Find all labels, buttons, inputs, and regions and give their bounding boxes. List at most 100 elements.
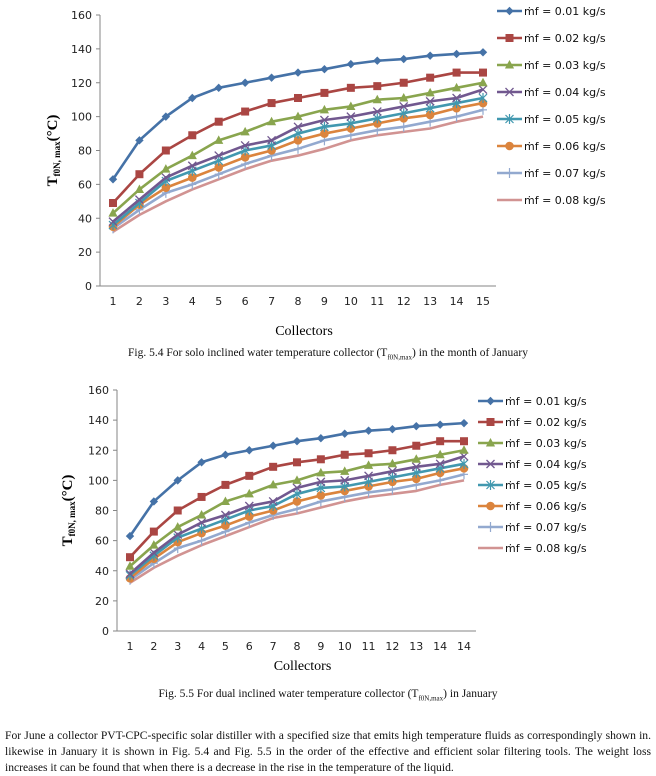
data-point [316,491,326,500]
data-point [240,152,250,162]
legend-marker [486,501,495,511]
y-tick-label: 0 [85,280,92,293]
data-point [320,121,329,132]
x-tick-label: 3 [174,640,181,653]
data-point [241,107,250,116]
legend-item: ṁf = 0.03 kg/s [478,437,587,450]
data-point [411,462,421,472]
data-point [135,170,144,179]
legend-marker [486,522,495,532]
data-point [373,82,382,91]
caption-text: Fig. 5.4 For solo inclined water tempera… [128,347,388,359]
x-tick-label: 8 [294,640,301,653]
legend-label: ṁf = 0.03 kg/s [524,59,606,72]
data-point [161,112,171,121]
data-point [161,164,171,173]
legend-label: ṁf = 0.08 kg/s [524,194,606,207]
data-point [363,460,374,469]
x-tick-label: 14 [457,640,471,653]
data-point [373,56,382,65]
data-point [108,208,118,217]
data-point [196,510,207,519]
x-tick-label: 14 [450,295,464,308]
legend-label: ṁf = 0.02 kg/s [524,32,606,45]
legend-item: ṁf = 0.08 kg/s [478,542,587,555]
x-tick-label: 12 [397,295,411,308]
legend-item: ṁf = 0.08 kg/s [497,194,606,207]
legend-item: ṁf = 0.06 kg/s [497,140,606,153]
data-point [364,471,374,481]
data-point [221,480,230,489]
data-point [292,483,302,493]
x-tick-label: 11 [362,640,376,653]
data-point [425,103,435,114]
legend-marker [505,114,514,124]
x-tick-label: 13 [409,640,423,653]
data-point [187,150,197,160]
legend-label: ṁf = 0.05 kg/s [524,113,606,126]
data-point [364,449,373,458]
data-point [459,458,469,469]
legend-item: ṁf = 0.07 kg/s [478,521,587,534]
data-point [388,446,397,455]
data-point [319,104,330,114]
y-tick-label: 20 [78,246,92,259]
caption-text: ) in the month of January [412,347,528,359]
data-point [269,462,278,471]
series-8 [112,115,484,233]
series-line [112,115,484,233]
caption-subscript: f0N,max [387,353,413,362]
legend-item: ṁf = 0.02 kg/s [497,32,606,45]
data-point [451,82,462,92]
y-tick-label: 60 [78,178,92,191]
data-point [452,93,462,103]
data-point [320,88,329,97]
data-point [197,458,206,467]
data-point [399,54,408,64]
y-tick-label: 100 [71,111,92,124]
y-tick-label: 160 [88,384,109,397]
legend-item: ṁf = 0.05 kg/s [497,113,606,126]
data-point [459,418,469,428]
y-tick-label: 140 [88,414,109,427]
x-tick-label: 13 [423,295,437,308]
x-tick-label: 1 [110,295,117,308]
data-point [399,92,409,102]
data-point [173,530,183,540]
legend-item: ṁf = 0.04 kg/s [497,86,606,99]
data-point [435,459,445,469]
data-point [267,73,276,82]
y-tick-label: 140 [71,43,92,56]
data-point [412,441,421,450]
data-point [134,184,145,193]
data-point [435,420,445,429]
x-tick-label: 11 [370,295,384,308]
y-tick-label: 40 [95,565,109,578]
y-tick-label: 120 [71,77,92,90]
data-point [346,118,356,129]
data-point [268,497,278,506]
data-point [478,77,488,87]
y-tick-label: 40 [78,212,92,225]
data-point [221,450,230,459]
data-point [126,553,134,562]
legend-item: ṁf = 0.04 kg/s [478,458,587,471]
data-point [214,151,224,161]
legend-marker [505,87,514,97]
x-tick-label: 10 [338,640,352,653]
x-tick-label: 3 [162,295,169,308]
y-tick-label: 120 [88,444,109,457]
data-point [293,128,303,139]
data-point [425,51,435,60]
data-point [388,424,397,434]
data-point [292,497,302,506]
data-point [267,99,276,108]
legend-item: ṁf = 0.01 kg/s [478,395,587,408]
legend-marker [486,459,495,469]
x-axis-title: Collectors [274,659,332,674]
x-tick-label: 6 [242,295,249,308]
data-point [340,450,349,459]
data-point [220,496,231,505]
data-point [387,466,397,476]
